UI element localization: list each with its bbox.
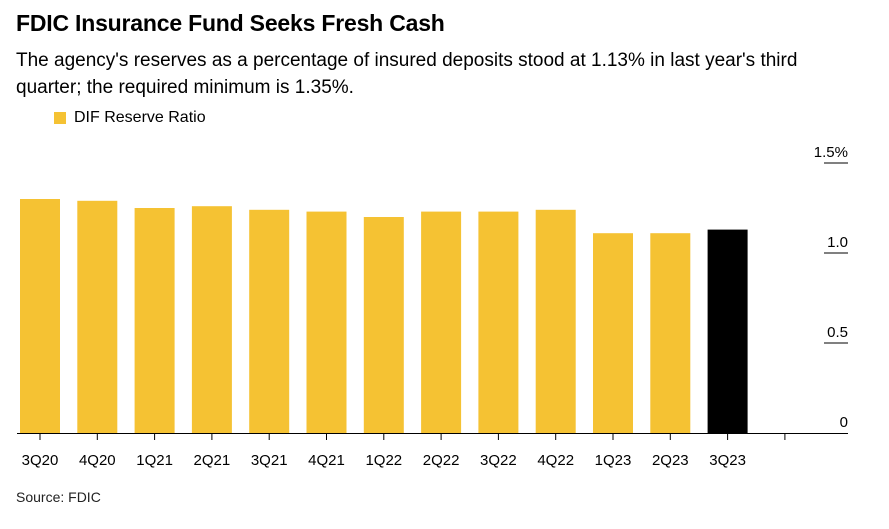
y-tick-label: 0.5 xyxy=(827,324,848,341)
legend-swatch xyxy=(54,112,66,124)
x-tick-label: 4Q21 xyxy=(308,452,345,469)
x-tick-label: 1Q22 xyxy=(365,452,402,469)
bar xyxy=(363,217,404,433)
x-tick-label: 1Q21 xyxy=(136,452,173,469)
x-tick-label: 3Q21 xyxy=(251,452,288,469)
x-tick-label: 2Q22 xyxy=(423,452,460,469)
x-tick-label: 3Q22 xyxy=(480,452,517,469)
x-tick-label: 2Q23 xyxy=(652,452,689,469)
x-tick-label: 4Q22 xyxy=(537,452,574,469)
x-tick-label: 3Q20 xyxy=(22,452,59,469)
y-tick-label: 1.5% xyxy=(814,144,848,161)
bar xyxy=(593,233,633,433)
bar xyxy=(650,233,691,433)
bar xyxy=(77,200,118,433)
bar xyxy=(134,208,175,433)
source-note: Source: FDIC xyxy=(16,489,101,505)
bar xyxy=(478,211,519,433)
bar xyxy=(249,209,290,433)
bar xyxy=(191,206,232,433)
bar xyxy=(535,209,576,433)
legend: DIF Reserve Ratio xyxy=(54,109,206,127)
x-tick-label: 1Q23 xyxy=(595,452,632,469)
y-tick-label: 0 xyxy=(840,414,848,431)
bar xyxy=(20,199,60,433)
chart-subtitle: The agency's reserves as a percentage of… xyxy=(16,50,798,98)
bar xyxy=(421,211,462,433)
bar xyxy=(707,229,748,433)
chart-title: FDIC Insurance Fund Seeks Fresh Cash xyxy=(16,10,445,36)
x-tick-label: 3Q23 xyxy=(709,452,746,469)
bar-chart: 0 0.5 1.0 1.5% 3Q20 4Q20 1Q21 2Q21 3Q21 4Q21 1Q22 2… xyxy=(17,144,848,469)
y-tick-label: 1.0 xyxy=(827,234,848,251)
x-tick-label: 2Q21 xyxy=(194,452,231,469)
x-tick-label: 4Q20 xyxy=(79,452,116,469)
bar xyxy=(306,211,347,433)
legend-label: DIF Reserve Ratio xyxy=(74,109,206,126)
